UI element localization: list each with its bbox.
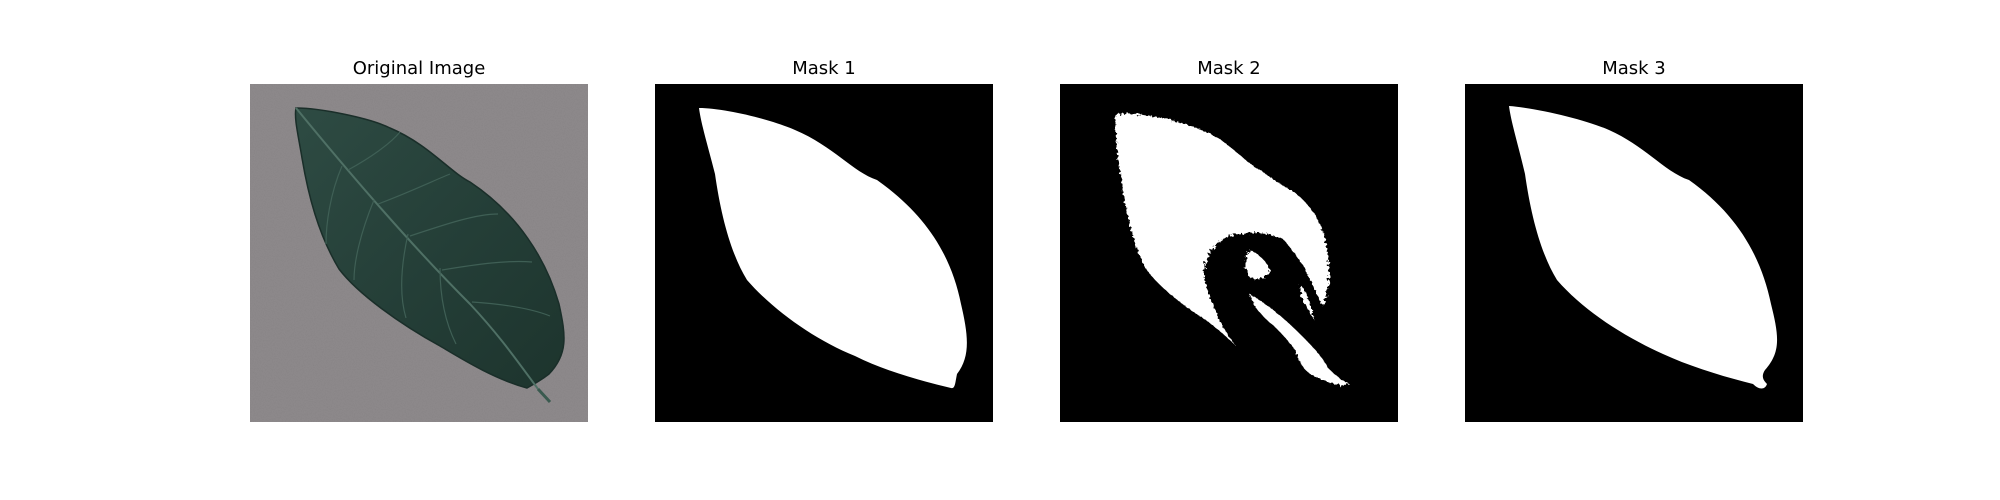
panel-mask-1: Mask 1: [655, 0, 993, 430]
mask-2-image: [1060, 84, 1398, 422]
mask-3-image: [1465, 84, 1803, 422]
leaf-shape: [294, 107, 565, 389]
mask-region: [1509, 106, 1778, 389]
original-image: [250, 84, 588, 422]
mask-region: [699, 108, 967, 389]
mask-1-image: [655, 84, 993, 422]
panel-title: Original Image: [352, 58, 486, 79]
panel-title: Mask 3: [1602, 58, 1666, 79]
panel-title: Mask 1: [792, 58, 856, 79]
panel-title: Mask 2: [1197, 58, 1261, 79]
mask-region: [1115, 113, 1350, 386]
mask-background: [1060, 84, 1398, 422]
leaf-veins: [325, 131, 551, 345]
panel-original-image: Original Image: [250, 0, 588, 430]
panel-mask-3: Mask 3: [1465, 0, 1803, 430]
panel-mask-2: Mask 2: [1060, 0, 1398, 430]
leaf-stem: [536, 387, 552, 404]
leaf-midrib: [295, 107, 539, 390]
